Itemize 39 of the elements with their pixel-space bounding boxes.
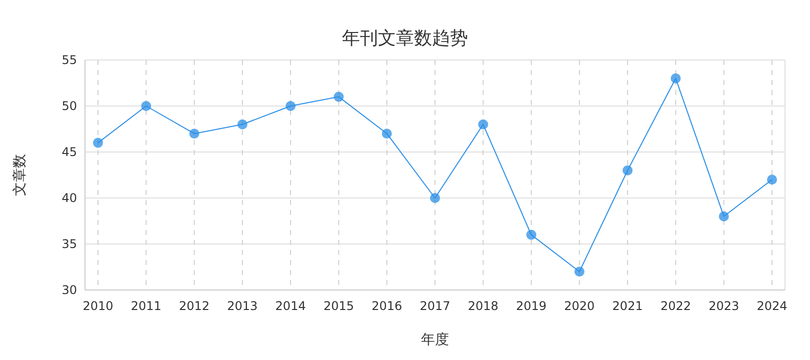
point	[189, 128, 200, 139]
point	[237, 119, 248, 130]
x-tick-label: 2010	[82, 299, 114, 313]
x-tick-label: 2014	[275, 299, 306, 313]
point	[382, 128, 392, 139]
x-tick-label: 2023	[708, 299, 740, 313]
x-tick-label: 2012	[179, 299, 210, 313]
y-tick-label: 35	[62, 237, 77, 252]
x-tick-label: 2019	[516, 299, 547, 313]
x-tick-label: 2021	[612, 299, 643, 313]
point	[334, 92, 344, 102]
point	[767, 174, 777, 185]
x-axis-title: 年度	[421, 332, 449, 348]
point	[141, 101, 152, 111]
y-tick-label: 55	[62, 53, 77, 68]
point	[93, 138, 103, 148]
point	[718, 211, 729, 222]
point	[574, 266, 584, 277]
x-tick-label: 2017	[420, 299, 450, 313]
point	[478, 119, 488, 130]
y-tick-label: 30	[62, 283, 77, 298]
y-tick-label: 45	[62, 145, 77, 160]
point	[670, 73, 681, 84]
x-tick-label: 2020	[564, 299, 595, 313]
point	[286, 101, 296, 111]
point	[526, 230, 536, 240]
x-tick-label: 2016	[372, 299, 402, 313]
y-axis-title: 文章数	[12, 154, 28, 196]
y-tick-label: 50	[62, 99, 77, 114]
x-tick-label: 2022	[660, 299, 691, 313]
point	[430, 193, 440, 203]
x-tick-label: 2013	[227, 299, 258, 313]
x-tick-label: 2011	[130, 299, 162, 313]
point	[622, 165, 633, 176]
x-tick-label: 2015	[323, 299, 354, 313]
chart-title: 年刊文章数趋势	[342, 28, 468, 49]
x-tick-label: 2024	[756, 299, 788, 313]
x-tick-label: 2018	[468, 299, 498, 313]
y-tick-label: 40	[62, 191, 77, 206]
